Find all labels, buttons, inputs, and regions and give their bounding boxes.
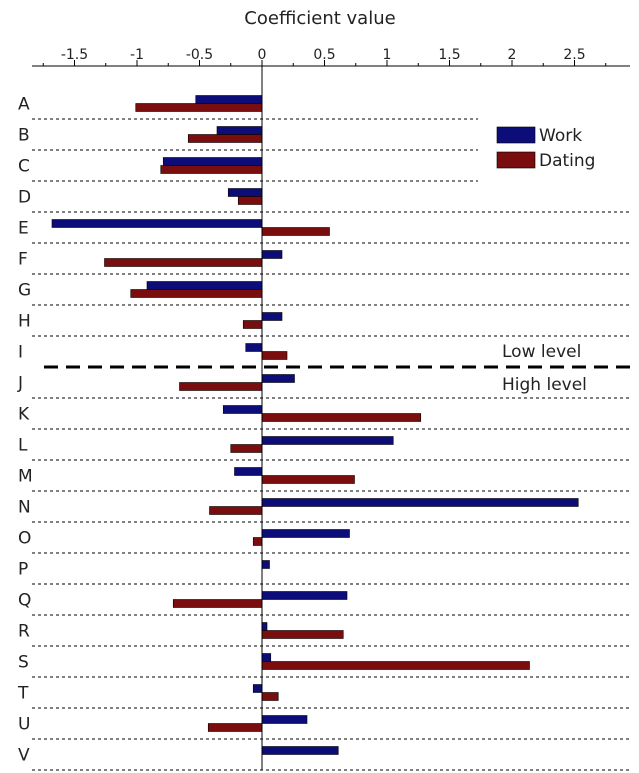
- x-tick-label-6: 1.5: [438, 47, 460, 63]
- bar-dating-U: [207, 723, 263, 732]
- bar-dating-G: [130, 289, 263, 298]
- bar-work-A: [195, 95, 263, 104]
- bar-dating-Q: [172, 599, 263, 608]
- category-label-L: L: [18, 436, 28, 456]
- category-label-V: V: [18, 746, 30, 766]
- bar-work-V: [261, 746, 339, 755]
- category-label-B: B: [18, 126, 30, 146]
- legend-swatch-dating: [496, 151, 536, 169]
- bar-work-M: [234, 467, 263, 476]
- bar-dating-J: [179, 382, 263, 391]
- annotation-high-level: High level: [502, 375, 587, 395]
- bar-dating-B: [187, 134, 263, 143]
- category-label-J: J: [17, 374, 23, 394]
- bar-dating-S: [261, 661, 530, 670]
- x-tick-label-5: 1: [383, 47, 392, 63]
- category-label-U: U: [18, 715, 30, 735]
- category-label-K: K: [18, 405, 30, 425]
- legend-label-dating: Dating: [539, 151, 595, 171]
- bar-work-N: [261, 498, 579, 507]
- bar-work-U: [261, 715, 308, 724]
- category-label-C: C: [18, 157, 30, 177]
- bar-work-K: [222, 405, 263, 414]
- x-tick-label-0: -1.5: [61, 47, 88, 63]
- x-tick-label-2: -0.5: [186, 47, 213, 63]
- x-tick-label-1: -1: [130, 47, 144, 63]
- bar-work-R: [261, 622, 268, 631]
- legend-swatch-work: [496, 126, 536, 144]
- x-tick-label-3: 0: [258, 47, 267, 63]
- category-label-Q: Q: [18, 591, 31, 611]
- category-label-G: G: [18, 281, 31, 301]
- bars: [51, 95, 579, 755]
- category-label-P: P: [18, 560, 28, 580]
- bar-dating-M: [261, 475, 355, 484]
- legend-label-work: Work: [539, 126, 582, 146]
- bar-work-I: [245, 343, 263, 352]
- bar-dating-I: [261, 351, 288, 360]
- legend: Work Dating: [496, 126, 595, 171]
- bar-work-J: [261, 374, 295, 383]
- bar-work-Q: [261, 591, 348, 600]
- row-separators: [32, 118, 630, 771]
- category-label-R: R: [18, 622, 30, 642]
- category-label-M: M: [18, 467, 33, 487]
- bar-dating-D: [237, 196, 263, 205]
- bar-work-F: [261, 250, 283, 259]
- bar-dating-N: [209, 506, 263, 515]
- bar-work-O: [261, 529, 350, 538]
- bar-dating-R: [261, 630, 344, 639]
- x-axis-title: Coefficient value: [244, 8, 395, 29]
- x-tick-label-4: 0.5: [313, 47, 335, 63]
- bar-work-S: [261, 653, 272, 662]
- bar-dating-C: [160, 165, 263, 174]
- bar-work-L: [261, 436, 394, 445]
- bar-work-E: [51, 219, 263, 228]
- category-label-D: D: [18, 188, 31, 208]
- x-tick-label-8: 2.5: [563, 47, 585, 63]
- bar-work-B: [216, 126, 263, 135]
- x-tick-label-7: 2: [508, 47, 517, 63]
- bar-dating-H: [242, 320, 263, 329]
- bar-work-P: [261, 560, 270, 569]
- bar-work-H: [261, 312, 283, 321]
- category-label-N: N: [18, 498, 31, 518]
- bar-work-T: [252, 684, 263, 693]
- category-label-F: F: [18, 250, 28, 270]
- annotations: Low level High level: [44, 342, 630, 395]
- category-label-T: T: [17, 684, 29, 704]
- bar-work-G: [146, 281, 263, 290]
- bar-dating-K: [261, 413, 422, 422]
- top-axis: Coefficient value -1.5 -1 -0.5 0 0.5 1 1.5 2 2.5: [32, 8, 630, 67]
- bar-work-C: [162, 157, 263, 166]
- bar-dating-O: [252, 537, 263, 546]
- category-label-A: A: [18, 95, 30, 115]
- category-label-H: H: [18, 312, 31, 332]
- annotation-low-level: Low level: [502, 342, 581, 362]
- category-label-E: E: [18, 219, 29, 239]
- bar-dating-E: [261, 227, 330, 236]
- bar-work-D: [227, 188, 263, 197]
- bar-dating-L: [230, 444, 263, 453]
- bar-dating-F: [104, 258, 263, 267]
- bar-dating-A: [135, 103, 263, 112]
- category-label-O: O: [18, 529, 31, 549]
- bar-dating-T: [261, 692, 279, 701]
- category-label-S: S: [18, 653, 29, 673]
- category-label-I: I: [18, 343, 23, 363]
